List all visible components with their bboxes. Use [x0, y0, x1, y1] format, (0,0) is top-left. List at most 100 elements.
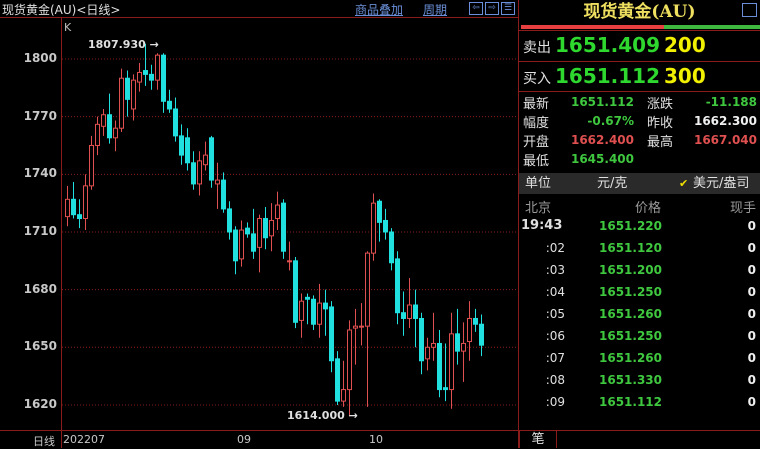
candle — [311, 295, 316, 331]
candle-body — [185, 137, 190, 164]
tick-price: 1651.120 — [599, 241, 663, 255]
candle-body — [347, 329, 352, 391]
y-tick-label: 1710 — [23, 223, 57, 238]
candle — [323, 289, 328, 336]
candle — [101, 108, 106, 136]
candle-body — [329, 306, 334, 362]
tick-row: :08 1651.330 0 — [519, 369, 760, 391]
candle-body — [131, 79, 136, 110]
candle — [227, 201, 232, 240]
candle-body — [455, 333, 460, 352]
unit-option-yuan-gram[interactable]: 元/克 — [597, 176, 628, 191]
tick-time: :04 — [545, 285, 565, 299]
low-annotation: 1614.000 → — [287, 409, 358, 422]
candlestick-chart[interactable] — [62, 19, 518, 430]
arrow-left-icon[interactable]: ⇦ — [469, 2, 483, 15]
tick-time: :02 — [545, 241, 565, 255]
candle — [185, 128, 190, 171]
candle-body — [419, 317, 424, 362]
chart-title: 现货黄金(AU)<日线> — [2, 3, 121, 17]
x-axis-line — [0, 430, 519, 431]
candle-body — [191, 162, 196, 185]
candle-body — [269, 219, 274, 237]
overlay-link[interactable]: 商品叠加 — [355, 3, 404, 17]
tick-row: :06 1651.250 0 — [519, 325, 760, 347]
candle — [443, 343, 448, 402]
candle-body — [65, 198, 70, 218]
candle-body — [437, 342, 442, 391]
y-tick-label: 1740 — [23, 166, 57, 181]
candle — [113, 120, 118, 152]
candle — [275, 191, 280, 231]
candle-body — [377, 200, 382, 223]
tick-time: :06 — [545, 329, 565, 343]
candle-body — [167, 100, 172, 110]
candle — [329, 301, 334, 373]
buy-row: 买入 1651.112 300 — [523, 62, 706, 90]
x-tick-label: 10 — [369, 433, 383, 446]
candle-body — [95, 123, 100, 146]
stat-value: -11.188 — [705, 95, 757, 109]
candle-body — [341, 389, 346, 402]
arrow-right-icon[interactable]: ⇨ — [485, 2, 499, 15]
candle-body — [137, 71, 142, 83]
unit-label: 单位 — [525, 176, 552, 191]
split-panel-icon[interactable]: ☰ — [501, 2, 515, 15]
candle — [281, 199, 286, 259]
candle-body — [203, 154, 208, 166]
candle — [377, 199, 382, 242]
buy-volume: 300 — [664, 64, 706, 88]
candle — [293, 256, 298, 329]
candle-body — [101, 114, 106, 127]
quote-title: 现货黄金(AU) — [583, 2, 696, 22]
check-icon: ✔ — [679, 177, 689, 190]
candle — [197, 151, 202, 196]
candle — [335, 351, 340, 405]
candle — [107, 93, 112, 144]
bid-ask-bar-fill — [521, 25, 665, 29]
candle — [167, 89, 172, 113]
candle-body — [293, 260, 298, 323]
period-link[interactable]: 周期 — [423, 3, 448, 17]
candle-body — [155, 54, 160, 81]
stat-label: 昨收 — [647, 116, 674, 131]
tab-ticks[interactable]: 笔 — [519, 430, 557, 448]
tick-time: :05 — [545, 307, 565, 321]
y-tick-label: 1620 — [23, 396, 57, 411]
tick-volume: 0 — [747, 285, 756, 299]
stat-value: 1645.400 — [570, 152, 634, 166]
candle — [473, 308, 478, 332]
candle-body — [383, 219, 388, 233]
tick-volume: 0 — [747, 241, 756, 255]
tick-price: 1651.250 — [599, 329, 663, 343]
sell-volume: 200 — [664, 33, 706, 57]
candle — [353, 308, 358, 365]
tick-time: :07 — [545, 351, 565, 365]
tick-price: 1651.330 — [599, 373, 663, 387]
tick-time: :03 — [545, 263, 565, 277]
sell-price: 1651.409 — [555, 33, 661, 57]
stat-value: -0.67% — [587, 114, 634, 128]
candle-body — [431, 342, 436, 348]
tick-row: :09 1651.112 0 — [519, 391, 760, 413]
maximize-icon[interactable] — [742, 3, 757, 17]
candle-body — [215, 179, 220, 185]
stat-value: 1667.040 — [693, 133, 757, 147]
y-tick-label: 1770 — [23, 108, 57, 123]
candle — [239, 220, 244, 267]
unit-option-usd-ounce[interactable]: 美元/盎司 — [693, 176, 750, 191]
tick-price: 1651.112 — [599, 395, 663, 409]
candle-body — [161, 54, 166, 102]
stat-label: 最高 — [647, 135, 674, 150]
candle — [419, 312, 424, 375]
candle-body — [149, 73, 154, 81]
tick-row: :02 1651.120 0 — [519, 237, 760, 259]
tick-volume: 0 — [747, 263, 756, 277]
bid-ask-bar — [521, 25, 760, 29]
stat-label: 幅度 — [523, 116, 550, 131]
candle-body — [335, 358, 340, 402]
stat-label: 开盘 — [523, 135, 550, 150]
candle-body — [275, 204, 280, 220]
candle — [251, 208, 256, 259]
buy-label: 买入 — [523, 71, 551, 87]
